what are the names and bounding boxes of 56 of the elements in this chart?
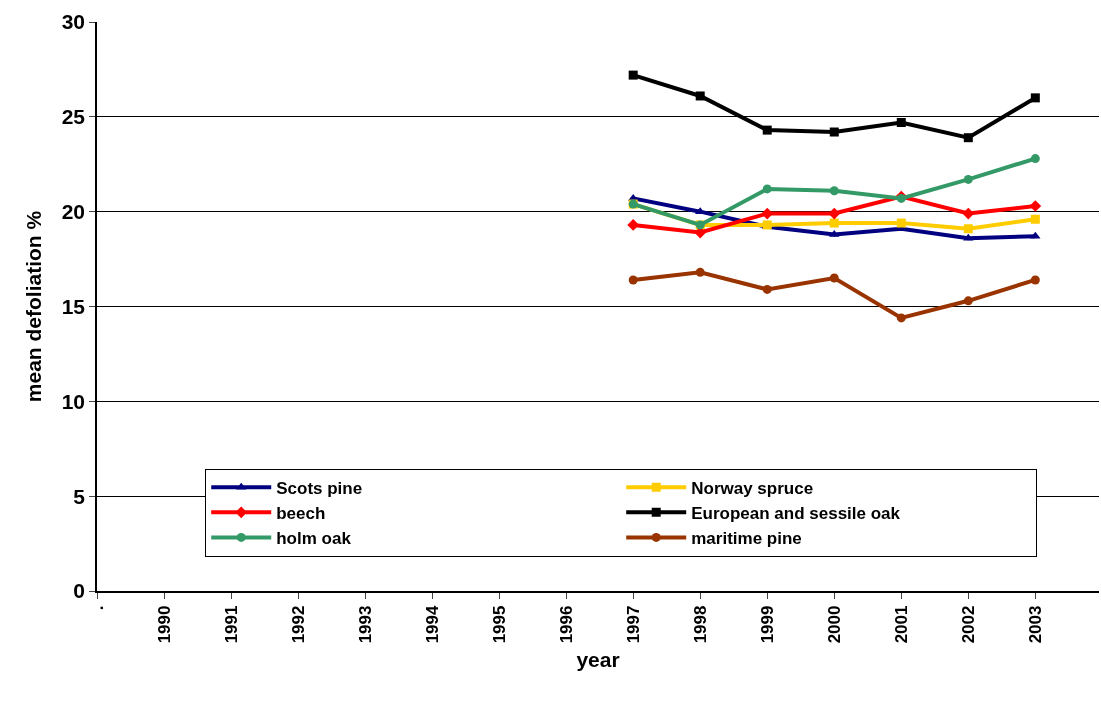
x-tick-label: . <box>87 605 107 611</box>
point <box>762 184 772 194</box>
point <box>628 70 638 80</box>
point <box>1030 154 1040 164</box>
point <box>963 224 973 234</box>
x-tick-label: 1992 <box>288 605 308 644</box>
x-tick-label: 1994 <box>422 605 442 644</box>
point <box>1030 93 1040 103</box>
y-tick-label: 25 <box>61 105 86 129</box>
point <box>896 118 906 128</box>
point <box>963 133 973 143</box>
point <box>963 296 973 306</box>
x-tick-label: 2001 <box>891 605 911 644</box>
x-tick-label: 2003 <box>1025 605 1045 644</box>
legend-label: beech <box>276 503 326 523</box>
point <box>1030 214 1040 224</box>
legend-label: Scots pine <box>276 478 363 498</box>
point <box>628 275 638 285</box>
y-tick-label: 30 <box>61 10 86 34</box>
y-tick-label: 0 <box>73 579 86 603</box>
x-tick-label: 1995 <box>489 605 509 644</box>
x-tick-label: 1997 <box>623 605 643 644</box>
y-tick-label: 20 <box>61 200 86 224</box>
point <box>1029 200 1042 212</box>
point <box>1030 275 1040 285</box>
legend-label: European and sessile oak <box>691 503 901 523</box>
point <box>1030 231 1041 239</box>
point <box>962 207 975 220</box>
x-tick-label: 1998 <box>690 605 710 644</box>
point <box>829 218 839 228</box>
y-tick-label: 10 <box>61 389 86 413</box>
x-tick-label: 2000 <box>824 605 844 644</box>
legend-label: maritime pine <box>691 529 802 549</box>
x-tick-label: 1990 <box>154 605 174 644</box>
legend-label: Norway spruce <box>691 478 814 498</box>
point <box>762 284 772 294</box>
point <box>829 186 839 196</box>
point <box>829 273 839 283</box>
x-tick-label: 1993 <box>355 605 375 644</box>
x-tick-label: 1996 <box>556 605 576 644</box>
x-tick-label: 2002 <box>958 605 978 644</box>
x-tick-label: 1999 <box>757 605 777 644</box>
point <box>896 218 906 228</box>
point <box>896 313 906 323</box>
x-tick-label: 1991 <box>221 605 241 644</box>
point <box>695 91 705 101</box>
legend-label: holm oak <box>276 529 352 549</box>
y-tick-label: 5 <box>73 484 86 508</box>
point <box>963 174 973 184</box>
y-tick-label: 15 <box>61 294 86 318</box>
x-axis-title: year <box>576 648 620 672</box>
y-axis-title: mean defoliation % <box>22 210 46 403</box>
point <box>695 267 705 277</box>
point <box>762 125 772 135</box>
point <box>829 127 839 137</box>
point <box>829 229 840 237</box>
